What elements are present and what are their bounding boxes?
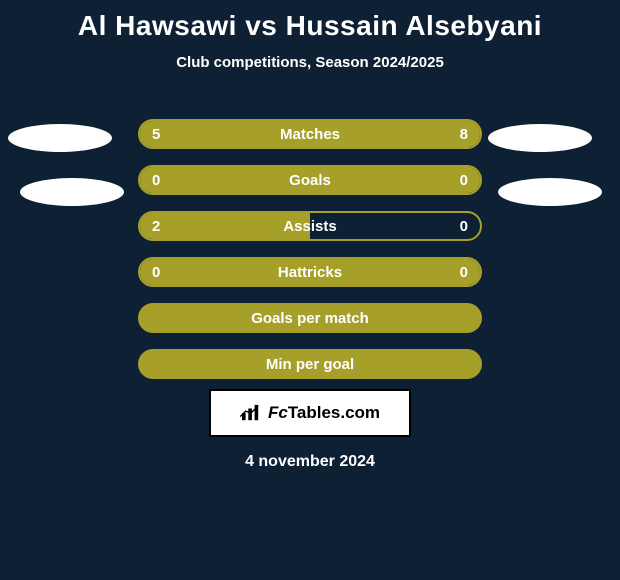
brand-box: FcTables.com	[209, 389, 411, 437]
ellipse-left-top	[8, 124, 112, 152]
ellipse-left-bottom	[20, 178, 124, 206]
stat-value-right: 8	[460, 126, 468, 143]
brand-rest: Tables.com	[288, 403, 380, 422]
stat-row-goals: 0 Goals 0	[138, 165, 482, 195]
bar-half-left	[140, 167, 310, 193]
stat-row-hattricks: 0 Hattricks 0	[138, 257, 482, 287]
bar-half-right	[310, 167, 480, 193]
stat-label: Min per goal	[266, 356, 354, 373]
stat-value-right: 0	[460, 172, 468, 189]
brand-text: FcTables.com	[268, 403, 380, 423]
stat-label: Hattricks	[278, 264, 342, 281]
brand-bold: Fc	[268, 403, 288, 422]
stats-container: 5 Matches 8 0 Goals 0 2 Assists 0 0 Hattricks 0 Goal…	[0, 119, 620, 379]
stat-row-min-per-goal: Min per goal	[138, 349, 482, 379]
stat-value-right: 0	[460, 218, 468, 235]
date-text: 4 november 2024	[0, 453, 620, 471]
stat-value-right: 0	[460, 264, 468, 281]
page-title: Al Hawsawi vs Hussain Alsebyani	[0, 0, 620, 46]
stat-row-matches: 5 Matches 8	[138, 119, 482, 149]
ellipse-right-top	[488, 124, 592, 152]
stat-row-goals-per-match: Goals per match	[138, 303, 482, 333]
stat-value-left: 0	[152, 172, 160, 189]
stat-label: Goals	[289, 172, 331, 189]
ellipse-right-bottom	[498, 178, 602, 206]
stat-row-assists: 2 Assists 0	[138, 211, 482, 241]
stat-value-left: 2	[152, 218, 160, 235]
page-subtitle: Club competitions, Season 2024/2025	[0, 54, 620, 71]
stat-label: Matches	[280, 126, 340, 143]
stat-value-left: 5	[152, 126, 160, 143]
stat-value-left: 0	[152, 264, 160, 281]
stat-label: Assists	[283, 218, 336, 235]
stat-label: Goals per match	[251, 310, 369, 327]
chart-icon	[240, 404, 262, 422]
